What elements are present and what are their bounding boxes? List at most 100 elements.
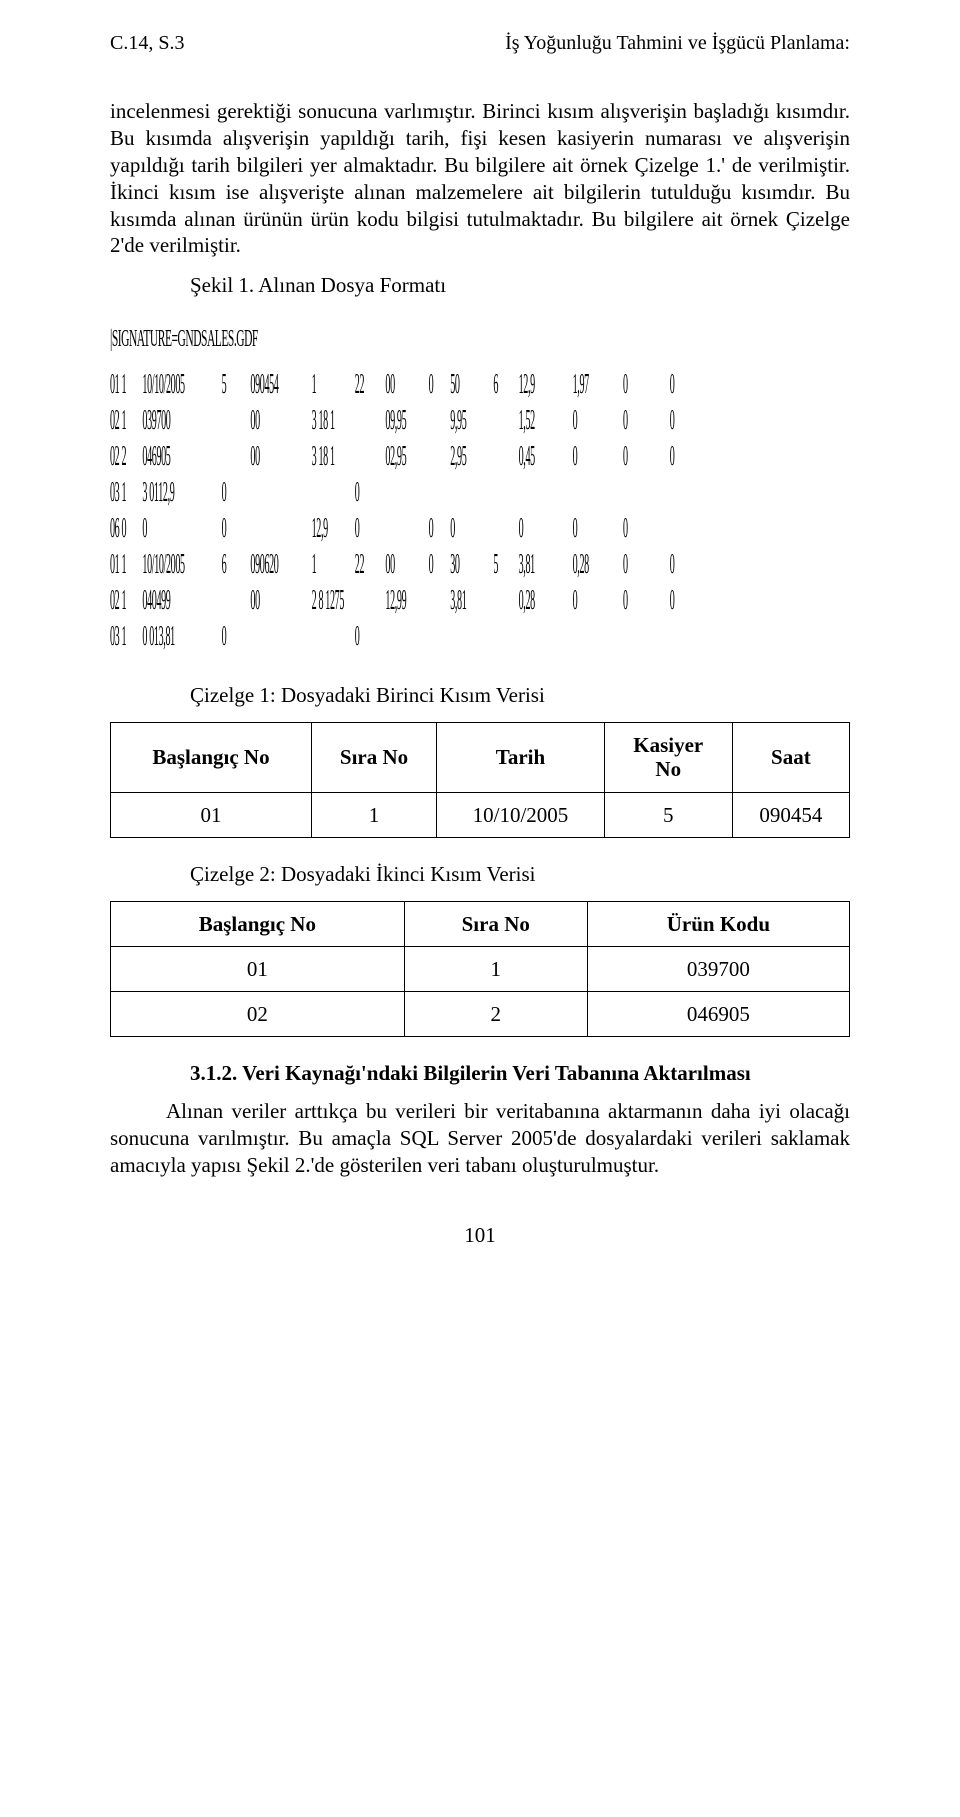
raw-cell: 02 1 bbox=[110, 407, 142, 435]
cizelge2-r1c1: 2 bbox=[404, 991, 587, 1036]
raw-cell: 3 18 1 bbox=[312, 407, 355, 435]
cizelge1-c4: 090454 bbox=[732, 792, 849, 837]
header-left: C.14, S.3 bbox=[110, 32, 184, 54]
page-number: 101 bbox=[110, 1223, 850, 1248]
raw-cell: 9,95 bbox=[450, 407, 493, 435]
raw-cell: 3 0112,9 bbox=[142, 479, 221, 507]
table-header-row: Başlangıç No Sıra No Ürün Kodu bbox=[111, 901, 850, 946]
cizelge1-h4: Saat bbox=[732, 723, 849, 792]
raw-cell: 5 bbox=[222, 371, 251, 399]
raw-cell: 039700 bbox=[142, 407, 221, 435]
raw-cell: 0 bbox=[623, 407, 670, 435]
raw-data-line: 01 110/10/2005509045412200050612,91,9700 bbox=[110, 371, 717, 407]
raw-cell: 0,28 bbox=[573, 551, 623, 579]
paragraph-1: incelenmesi gerektiği sonucuna varlımışt… bbox=[110, 98, 850, 259]
raw-data-line: 06 00012,9000000 bbox=[110, 515, 717, 551]
raw-cell: 2,95 bbox=[450, 443, 493, 471]
cizelge1-h2: Tarih bbox=[437, 723, 605, 792]
table-header-row: Başlangıç No Sıra No Tarih KasiyerNo Saa… bbox=[111, 723, 850, 792]
raw-data-lines: 01 110/10/2005509045412200050612,91,9700… bbox=[110, 371, 850, 659]
raw-cell: 0 bbox=[355, 515, 386, 543]
raw-cell: 0 bbox=[670, 551, 717, 579]
raw-cell: 0 bbox=[623, 443, 670, 471]
raw-cell: 01 1 bbox=[110, 371, 142, 399]
cizelge1-h1: Sıra No bbox=[311, 723, 436, 792]
raw-cell: 0 bbox=[429, 551, 451, 579]
raw-cell: 0 bbox=[355, 479, 386, 507]
cizelge2-r0c0: 01 bbox=[111, 946, 405, 991]
table-row: 01 1 10/10/2005 5 090454 bbox=[111, 792, 850, 837]
raw-data-line: 03 10 013,8100 bbox=[110, 623, 717, 659]
raw-cell: 0 bbox=[670, 371, 717, 399]
raw-cell: 0 bbox=[450, 515, 493, 543]
raw-cell: 6 bbox=[493, 371, 518, 399]
raw-cell: 00 bbox=[385, 371, 428, 399]
raw-data-block: |SIGNATURE=GNDSALES.GDF 01 110/10/200550… bbox=[110, 326, 850, 659]
raw-cell: 0 bbox=[222, 479, 251, 507]
paragraph-2: Alınan veriler arttıkça bu verileri bir … bbox=[110, 1098, 850, 1179]
raw-data-line: 01 110/10/200560906201220003053,810,2800 bbox=[110, 551, 717, 587]
cizelge2-r0c2: 039700 bbox=[587, 946, 849, 991]
raw-cell: 12,9 bbox=[312, 515, 355, 543]
raw-cell: 0 bbox=[222, 623, 251, 651]
raw-cell: 0 bbox=[142, 515, 221, 543]
raw-cell: 10/10/2005 bbox=[142, 371, 221, 399]
raw-signature-line: |SIGNATURE=GNDSALES.GDF bbox=[110, 326, 258, 353]
raw-cell: 1 bbox=[312, 371, 355, 399]
raw-data-line: 02 1039700003 18 109,959,951,52000 bbox=[110, 407, 717, 443]
raw-cell: 01 1 bbox=[110, 551, 142, 579]
cizelge1-c3: 5 bbox=[604, 792, 732, 837]
raw-cell: 00 bbox=[385, 551, 428, 579]
raw-cell: 0 bbox=[623, 551, 670, 579]
raw-cell: 03 1 bbox=[110, 479, 142, 507]
cizelge2-table: Başlangıç No Sıra No Ürün Kodu 01 1 0397… bbox=[110, 901, 850, 1037]
raw-cell: 1,97 bbox=[573, 371, 623, 399]
raw-cell: 00 bbox=[250, 443, 311, 471]
raw-cell: 0,45 bbox=[519, 443, 573, 471]
cizelge1-h3: KasiyerNo bbox=[604, 723, 732, 792]
table-row: 01 1 039700 bbox=[111, 946, 850, 991]
cizelge2-title: Çizelge 2: Dosyadaki İkinci Kısım Verisi bbox=[190, 862, 850, 887]
page-header: C.14, S.3 İş Yoğunluğu Tahmini ve İşgücü… bbox=[110, 32, 850, 54]
raw-cell: 0 bbox=[429, 371, 451, 399]
raw-cell: 040499 bbox=[142, 587, 221, 615]
raw-cell: 03 1 bbox=[110, 623, 142, 651]
raw-cell: 12,99 bbox=[385, 587, 428, 615]
cizelge1-c1: 1 bbox=[311, 792, 436, 837]
raw-cell: 0 bbox=[573, 407, 623, 435]
figure1-title: Şekil 1. Alınan Dosya Formatı bbox=[190, 273, 850, 298]
raw-data-line: 02 2046905003 18 102,952,950,45000 bbox=[110, 443, 717, 479]
raw-cell: 22 bbox=[355, 371, 386, 399]
cizelge2-h0: Başlangıç No bbox=[111, 901, 405, 946]
raw-cell: 0 bbox=[573, 587, 623, 615]
raw-cell: 0 bbox=[623, 587, 670, 615]
raw-cell: 00 bbox=[250, 587, 311, 615]
raw-cell: 0 bbox=[623, 371, 670, 399]
cizelge1-table: Başlangıç No Sıra No Tarih KasiyerNo Saa… bbox=[110, 722, 850, 837]
cizelge1-c0: 01 bbox=[111, 792, 312, 837]
raw-cell: 30 bbox=[450, 551, 493, 579]
cizelge2-h2: Ürün Kodu bbox=[587, 901, 849, 946]
raw-cell: 0 bbox=[519, 515, 573, 543]
raw-cell: 0 bbox=[573, 443, 623, 471]
cizelge2-r0c1: 1 bbox=[404, 946, 587, 991]
cizelge2-h1: Sıra No bbox=[404, 901, 587, 946]
raw-cell: 0 bbox=[355, 623, 386, 651]
raw-cell: 046905 bbox=[142, 443, 221, 471]
raw-cell: 50 bbox=[450, 371, 493, 399]
raw-cell: 090454 bbox=[250, 371, 311, 399]
raw-cell: 1 bbox=[312, 551, 355, 579]
cizelge1-title: Çizelge 1: Dosyadaki Birinci Kısım Veris… bbox=[190, 683, 850, 708]
raw-cell: 0 013,81 bbox=[142, 623, 221, 651]
raw-cell: 6 bbox=[222, 551, 251, 579]
raw-cell: 0 bbox=[573, 515, 623, 543]
raw-cell: 12,9 bbox=[519, 371, 573, 399]
raw-cell: 02 1 bbox=[110, 587, 142, 615]
cizelge1-c2: 10/10/2005 bbox=[437, 792, 605, 837]
raw-cell: 0 bbox=[623, 515, 670, 543]
cizelge1-h0: Başlangıç No bbox=[111, 723, 312, 792]
raw-cell: 0 bbox=[670, 443, 717, 471]
raw-cell: 10/10/2005 bbox=[142, 551, 221, 579]
raw-cell: 1,52 bbox=[519, 407, 573, 435]
raw-cell: 3,81 bbox=[519, 551, 573, 579]
